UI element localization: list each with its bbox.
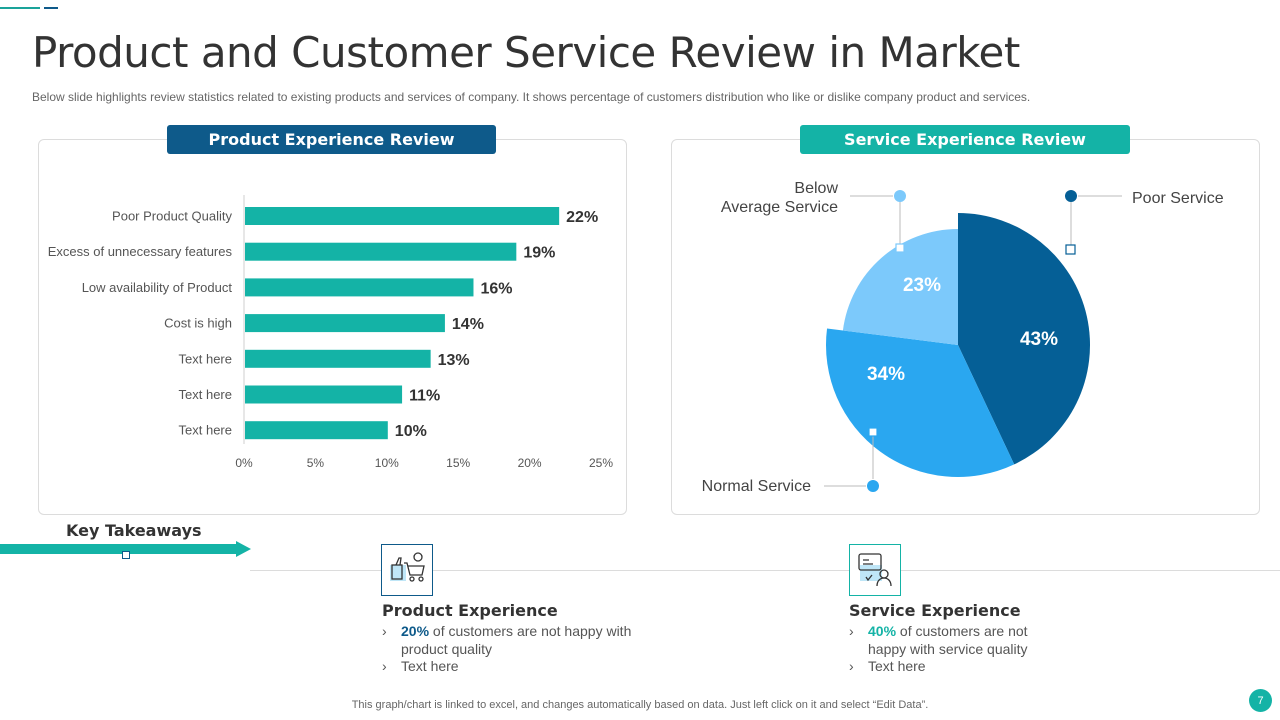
callout-dot <box>894 190 906 202</box>
callout-label-below-average: Below <box>794 180 838 197</box>
customer-feedback-icon <box>849 544 901 596</box>
callout-line <box>824 435 874 487</box>
page-number-badge: 7 <box>1249 689 1272 712</box>
top-accent <box>0 0 60 10</box>
callout-line <box>1070 195 1122 250</box>
bar[interactable] <box>245 314 445 333</box>
x-tick-label: 10% <box>375 456 399 470</box>
product-bullet-2: › Text here <box>382 658 632 676</box>
bar-category-label: Text here <box>179 423 232 438</box>
callout-label-normal-service: Normal Service <box>702 478 811 495</box>
accent-line-navy <box>44 7 58 9</box>
callout-line <box>850 195 901 248</box>
page-title: Product and Customer Service Review in M… <box>32 28 1020 77</box>
pie-value-label: 23% <box>903 275 941 296</box>
bar-value-label: 22% <box>566 209 598 226</box>
chevron-right-icon: › <box>382 623 387 639</box>
service-bullet-1: › 40% of customers are not happy with ser… <box>849 623 1069 658</box>
chevron-right-icon: › <box>382 658 387 674</box>
x-tick-label: 20% <box>518 456 542 470</box>
chevron-right-icon: › <box>849 658 854 674</box>
service-takeaway-title: Service Experience <box>849 601 1021 620</box>
callout-marker <box>868 427 878 437</box>
x-tick-label: 15% <box>446 456 470 470</box>
service-bullet-2: › Text here <box>849 658 1069 676</box>
x-tick-label: 25% <box>589 456 613 470</box>
takeaways-divider <box>250 570 1280 571</box>
bar[interactable] <box>245 242 517 261</box>
service-bullet-2-text: Text here <box>868 658 926 674</box>
callout-dot <box>867 480 879 492</box>
product-bullet-1-text: of customers are not happy with product … <box>401 623 632 657</box>
bar-category-label: Text here <box>179 387 232 402</box>
pie-slice[interactable] <box>958 213 1090 465</box>
product-takeaway-bullets: › 20% of customers are not happy with pro… <box>382 623 632 676</box>
bar-value-label: 11% <box>409 388 440 405</box>
bar-category-label: Low availability of Product <box>82 280 233 295</box>
service-highlight-value: 40% <box>868 623 897 639</box>
product-bullet-1: › 20% of customers are not happy with pro… <box>382 623 632 658</box>
pie-slice[interactable] <box>842 229 958 345</box>
bar[interactable] <box>245 207 560 225</box>
footer-note: This graph/chart is linked to excel, and… <box>351 699 929 711</box>
bar[interactable] <box>245 385 403 404</box>
bar[interactable] <box>245 349 431 368</box>
chevron-right-icon: › <box>849 623 854 639</box>
bar-category-label: Excess of unnecessary features <box>48 244 233 259</box>
x-tick-label: 0% <box>235 456 253 470</box>
bar[interactable] <box>245 421 388 440</box>
shopping-cart-like-icon <box>381 544 433 596</box>
bar-category-label: Cost is high <box>164 316 232 331</box>
page-subtitle: Below slide highlights review statistics… <box>32 90 1031 104</box>
callout-marker <box>1065 244 1076 255</box>
product-takeaway-title: Product Experience <box>382 601 558 620</box>
callout-label-below-average: Average Service <box>721 199 838 216</box>
pie-value-label: 34% <box>867 364 905 385</box>
takeaways-arrow-bar <box>0 544 236 554</box>
pie-value-label: 43% <box>1020 329 1058 350</box>
bar[interactable] <box>245 278 474 297</box>
takeaways-arrow-head <box>236 541 251 557</box>
bar-value-label: 13% <box>438 352 470 369</box>
callout-dot <box>1065 190 1077 202</box>
service-review-heading: Service Experience Review <box>800 125 1130 154</box>
product-highlight-value: 20% <box>401 623 430 639</box>
service-bullet-1-text: of customers are not happy with service … <box>868 623 1028 657</box>
bar-value-label: 16% <box>480 280 512 297</box>
takeaways-arrow-marker <box>122 551 130 559</box>
service-takeaway-bullets: › 40% of customers are not happy with ser… <box>849 623 1069 676</box>
product-bullet-2-text: Text here <box>401 658 459 674</box>
bar-value-label: 10% <box>395 423 427 440</box>
bar-category-label: Poor Product Quality <box>112 209 232 224</box>
product-review-heading: Product Experience Review <box>167 125 496 154</box>
callout-label-poor-service: Poor Service <box>1132 190 1224 207</box>
accent-line-teal <box>0 7 40 9</box>
bar-value-label: 19% <box>523 245 555 262</box>
key-takeaways-title: Key Takeaways <box>66 521 202 540</box>
x-tick-label: 5% <box>307 456 325 470</box>
callout-marker <box>895 243 905 253</box>
bar-value-label: 14% <box>452 316 484 333</box>
bar-category-label: Text here <box>179 351 232 366</box>
